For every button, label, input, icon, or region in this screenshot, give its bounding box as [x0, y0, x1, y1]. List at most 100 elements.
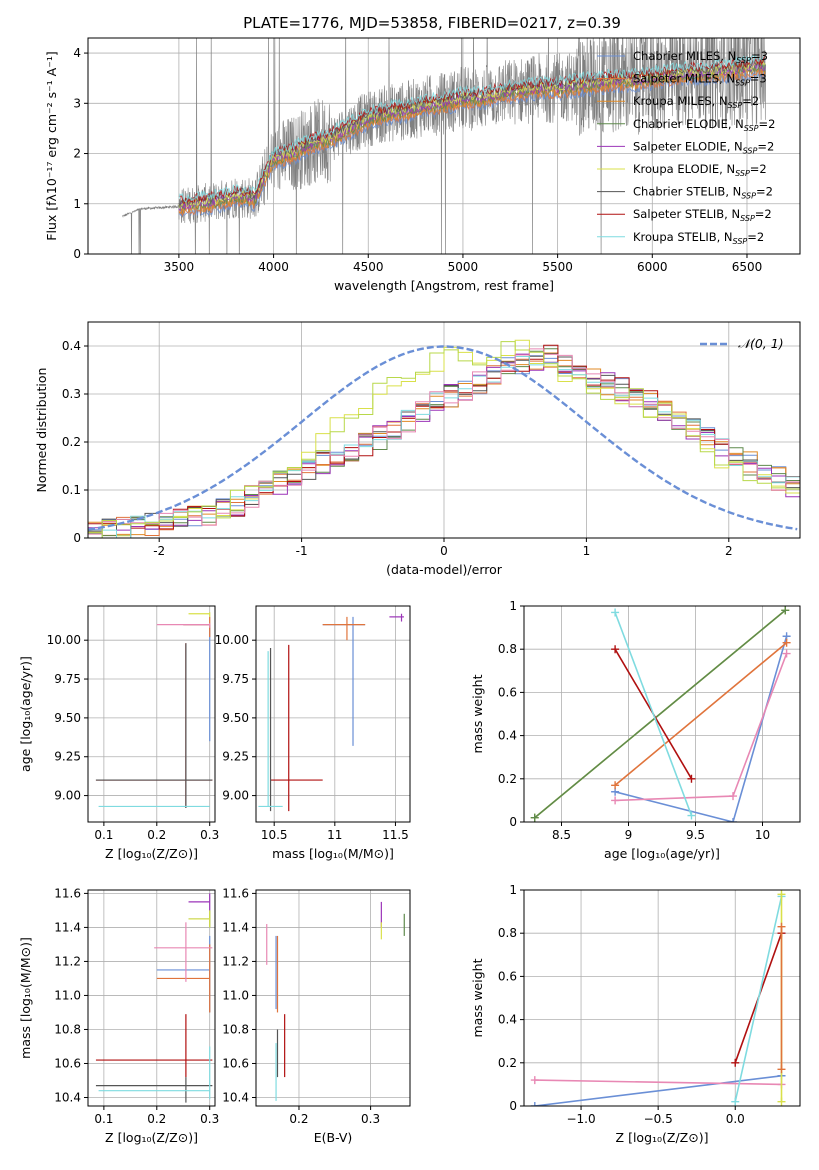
legend-label: Chabrier MILES, N — [633, 49, 736, 63]
x-tick-label: 8.5 — [552, 828, 571, 842]
axes-frame — [87, 889, 216, 1107]
residuals-panel: 𝒩(0, 1) -2 -1 0 1 2 0 0.1 0.2 0.3 0.4 (data-model)/… — [34, 321, 801, 577]
weight-marker — [530, 1076, 539, 1085]
x-axis-label: age [log₁₀(age/yr)] — [604, 846, 720, 861]
error-bar-point — [95, 643, 213, 809]
error-bar-point — [322, 616, 366, 641]
x-axis-label: E(B-V) — [314, 1130, 353, 1145]
y-tick-label: 0 — [73, 247, 81, 261]
legend-label: Chabrier STELIB, N — [633, 185, 741, 199]
residual-histogram — [88, 341, 800, 538]
x-axis-label: Z [log₁₀(Z/Z⊙)] — [616, 1130, 709, 1145]
y-tick-label: 11.0 — [222, 988, 249, 1002]
legend-subscript: SSP — [743, 146, 758, 155]
weight-line — [534, 1079, 782, 1086]
legend-subscript: SSP — [735, 169, 750, 178]
x-tick-label: 0.3 — [200, 1112, 219, 1126]
weight-marker — [611, 796, 620, 805]
x-tick-label: 0.1 — [94, 828, 113, 842]
weight-line — [614, 612, 693, 816]
weight-vs-age-panel: 8.5 9 9.5 10 0 0.2 0.4 0.6 0.8 1 age [log₁₀(age/yr… — [470, 599, 801, 861]
legend-label: 𝒩(0, 1) — [738, 336, 784, 351]
grid — [88, 890, 215, 1106]
axes-frame — [87, 605, 216, 823]
legend-count: =2 — [755, 207, 772, 221]
weight-line — [614, 635, 788, 822]
weight-series — [731, 892, 786, 1106]
legend-label: Salpeter STELIB, N — [633, 207, 740, 221]
x-tick-label: 6000 — [637, 260, 668, 274]
y-tick-label: 10.4 — [54, 1090, 81, 1104]
plot-area — [122, 38, 766, 254]
error-bar-point — [156, 944, 211, 1013]
legend-subscript: SSP — [735, 79, 750, 88]
y-tick-label: 0 — [73, 531, 81, 545]
y-axis-label: age [log₁₀(age/yr)] — [18, 656, 33, 772]
x-tick-label: 6500 — [732, 260, 763, 274]
legend-count: =2 — [757, 139, 774, 153]
x-tick-label: 0.2 — [147, 828, 166, 842]
x-tick-label: 2 — [725, 544, 733, 558]
plot-area — [530, 890, 786, 1106]
weight-marker — [729, 792, 738, 801]
y-tick-label: 11.4 — [222, 920, 249, 934]
weight-marker — [611, 645, 620, 654]
weight-marker — [611, 781, 620, 790]
weight-series — [611, 649, 791, 805]
y-tick-label: 10.00 — [47, 633, 81, 647]
gaussian-reference-curve — [88, 345, 798, 531]
y-tick-label: 0.4 — [62, 339, 81, 353]
y-tick-label: 0.4 — [498, 1013, 517, 1027]
legend-count: =3 — [750, 72, 767, 86]
weight-line — [614, 642, 788, 786]
x-tick-label: 5000 — [448, 260, 479, 274]
error-bar-point — [95, 1077, 213, 1103]
y-tick-label: 9.00 — [54, 789, 81, 803]
legend-count: =2 — [747, 230, 764, 244]
model-spectrum-line — [178, 54, 766, 203]
y-tick-label: 10.8 — [54, 1022, 81, 1036]
error-bar-point — [188, 910, 211, 928]
legend-label: Kroupa STELIB, N — [633, 230, 733, 244]
x-tick-label: 0.2 — [147, 1112, 166, 1126]
mass-vs-ebv-panel: 0.2 0.3 10.4 10.6 10.8 11.0 11.2 11.4 11.6 E(B-V) — [222, 886, 411, 1145]
error-bar-point — [322, 616, 366, 746]
weight-marker — [731, 1097, 740, 1106]
y-tick-label: 9.50 — [222, 711, 249, 725]
y-tick-label: 0.1 — [62, 483, 81, 497]
x-tick-label: −0.5 — [644, 1112, 673, 1126]
y-tick-label: 11.4 — [54, 920, 81, 934]
x-tick-label: −1.0 — [566, 1112, 595, 1126]
error-bar-point — [183, 616, 211, 638]
age-vs-metallicity-panel: 0.1 0.2 0.3 9.00 9.25 9.50 9.75 10.00 Z [log₁₀(Z… — [18, 605, 219, 861]
weight-vs-metallicity-panel: −1.0 −0.5 0.0 0 0.2 0.4 0.6 0.8 1 Z [log₁₀(Z/Z⊙)]… — [470, 883, 801, 1145]
y-axis-label: Normed distribution — [34, 368, 49, 493]
error-bar-point — [188, 893, 211, 911]
legend-count: =3 — [751, 49, 768, 63]
y-tick-label: 0.4 — [498, 729, 517, 743]
y-tick-label: 4 — [73, 46, 81, 60]
y-tick-label: 10.00 — [215, 633, 249, 647]
y-tick-label: 0 — [509, 815, 517, 829]
plot-area — [258, 613, 404, 812]
x-tick-label: 4000 — [258, 260, 289, 274]
x-axis-label: mass [log₁₀(M/M⊙)] — [272, 846, 394, 861]
x-tick-label: 10 — [755, 828, 770, 842]
weight-marker — [731, 1058, 740, 1067]
weight-marker — [777, 1097, 786, 1106]
legend-label: Salpeter MILES, N — [633, 72, 735, 86]
axes-frame — [255, 605, 411, 823]
grid — [524, 605, 800, 823]
weight-marker — [777, 922, 786, 931]
legend-count: =2 — [742, 94, 759, 108]
weight-marker — [611, 608, 620, 617]
weight-marker — [777, 890, 786, 899]
weight-marker — [777, 1065, 786, 1074]
residual-histogram — [88, 348, 800, 538]
x-tick-label: 9 — [625, 828, 633, 842]
model-spectrum-line — [178, 61, 766, 212]
error-bar-point — [270, 644, 323, 812]
figure-title: PLATE=1776, MJD=53858, FIBERID=0217, z=0… — [243, 14, 621, 32]
